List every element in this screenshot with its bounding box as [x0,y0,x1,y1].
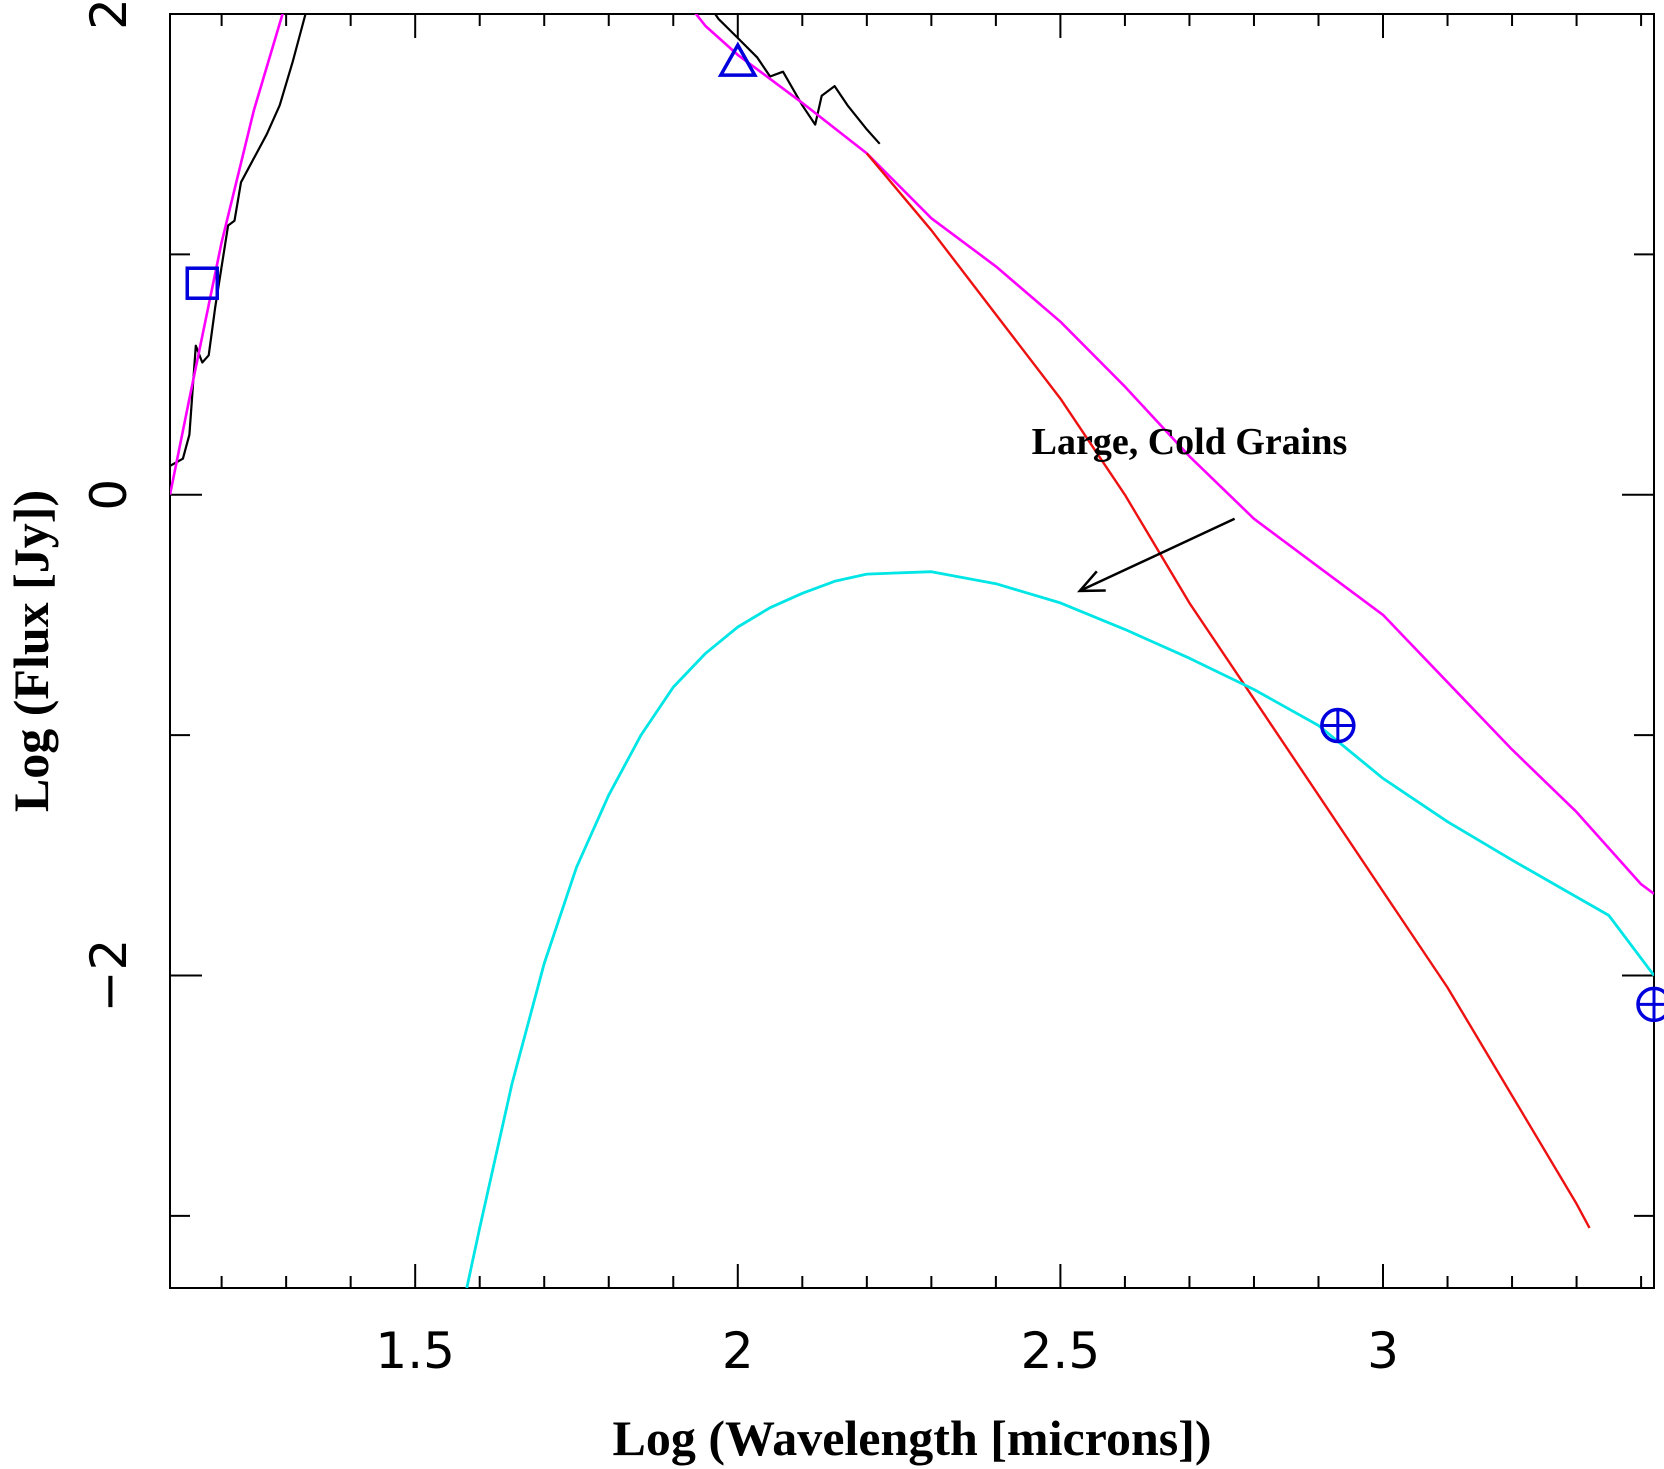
annotation-label: Large, Cold Grains [1032,421,1348,463]
y-tick-label: −2 [80,939,138,1013]
x-tick-label: 2 [722,1322,754,1380]
x-tick-label: 3 [1367,1322,1399,1380]
marker-triangle [717,41,758,77]
marker-circle-plus [1636,986,1664,1023]
marker-circle-plus [1320,707,1356,744]
annotation-arrow [1079,517,1236,593]
annotation-group: Large, Cold Grains [1032,421,1348,593]
marker-square [185,266,220,300]
y-tick-label: 2 [80,0,138,30]
axis-ticks [170,13,1654,1288]
series-observed [170,14,881,467]
annotation-arrow-head [1076,570,1106,593]
x-tick-label: 1.5 [375,1322,455,1380]
y-tick-label: 0 [80,479,138,511]
axis-tick-labels: 1.5 2 2.5 3 2 0 −2 [80,0,1399,1380]
x-tick-label: 2.5 [1021,1322,1101,1380]
series-group [170,14,1654,1288]
y-axis-title: Log (Flux [Jy]) [3,490,59,812]
series-model_total [170,14,1654,895]
series-warm_component [865,152,1591,1229]
x-axis-title: Log (Wavelength [microns]) [612,1410,1211,1466]
plot-frame [169,13,1655,1289]
series-cold_grains [465,570,1654,1288]
markers-group [185,41,1664,1023]
